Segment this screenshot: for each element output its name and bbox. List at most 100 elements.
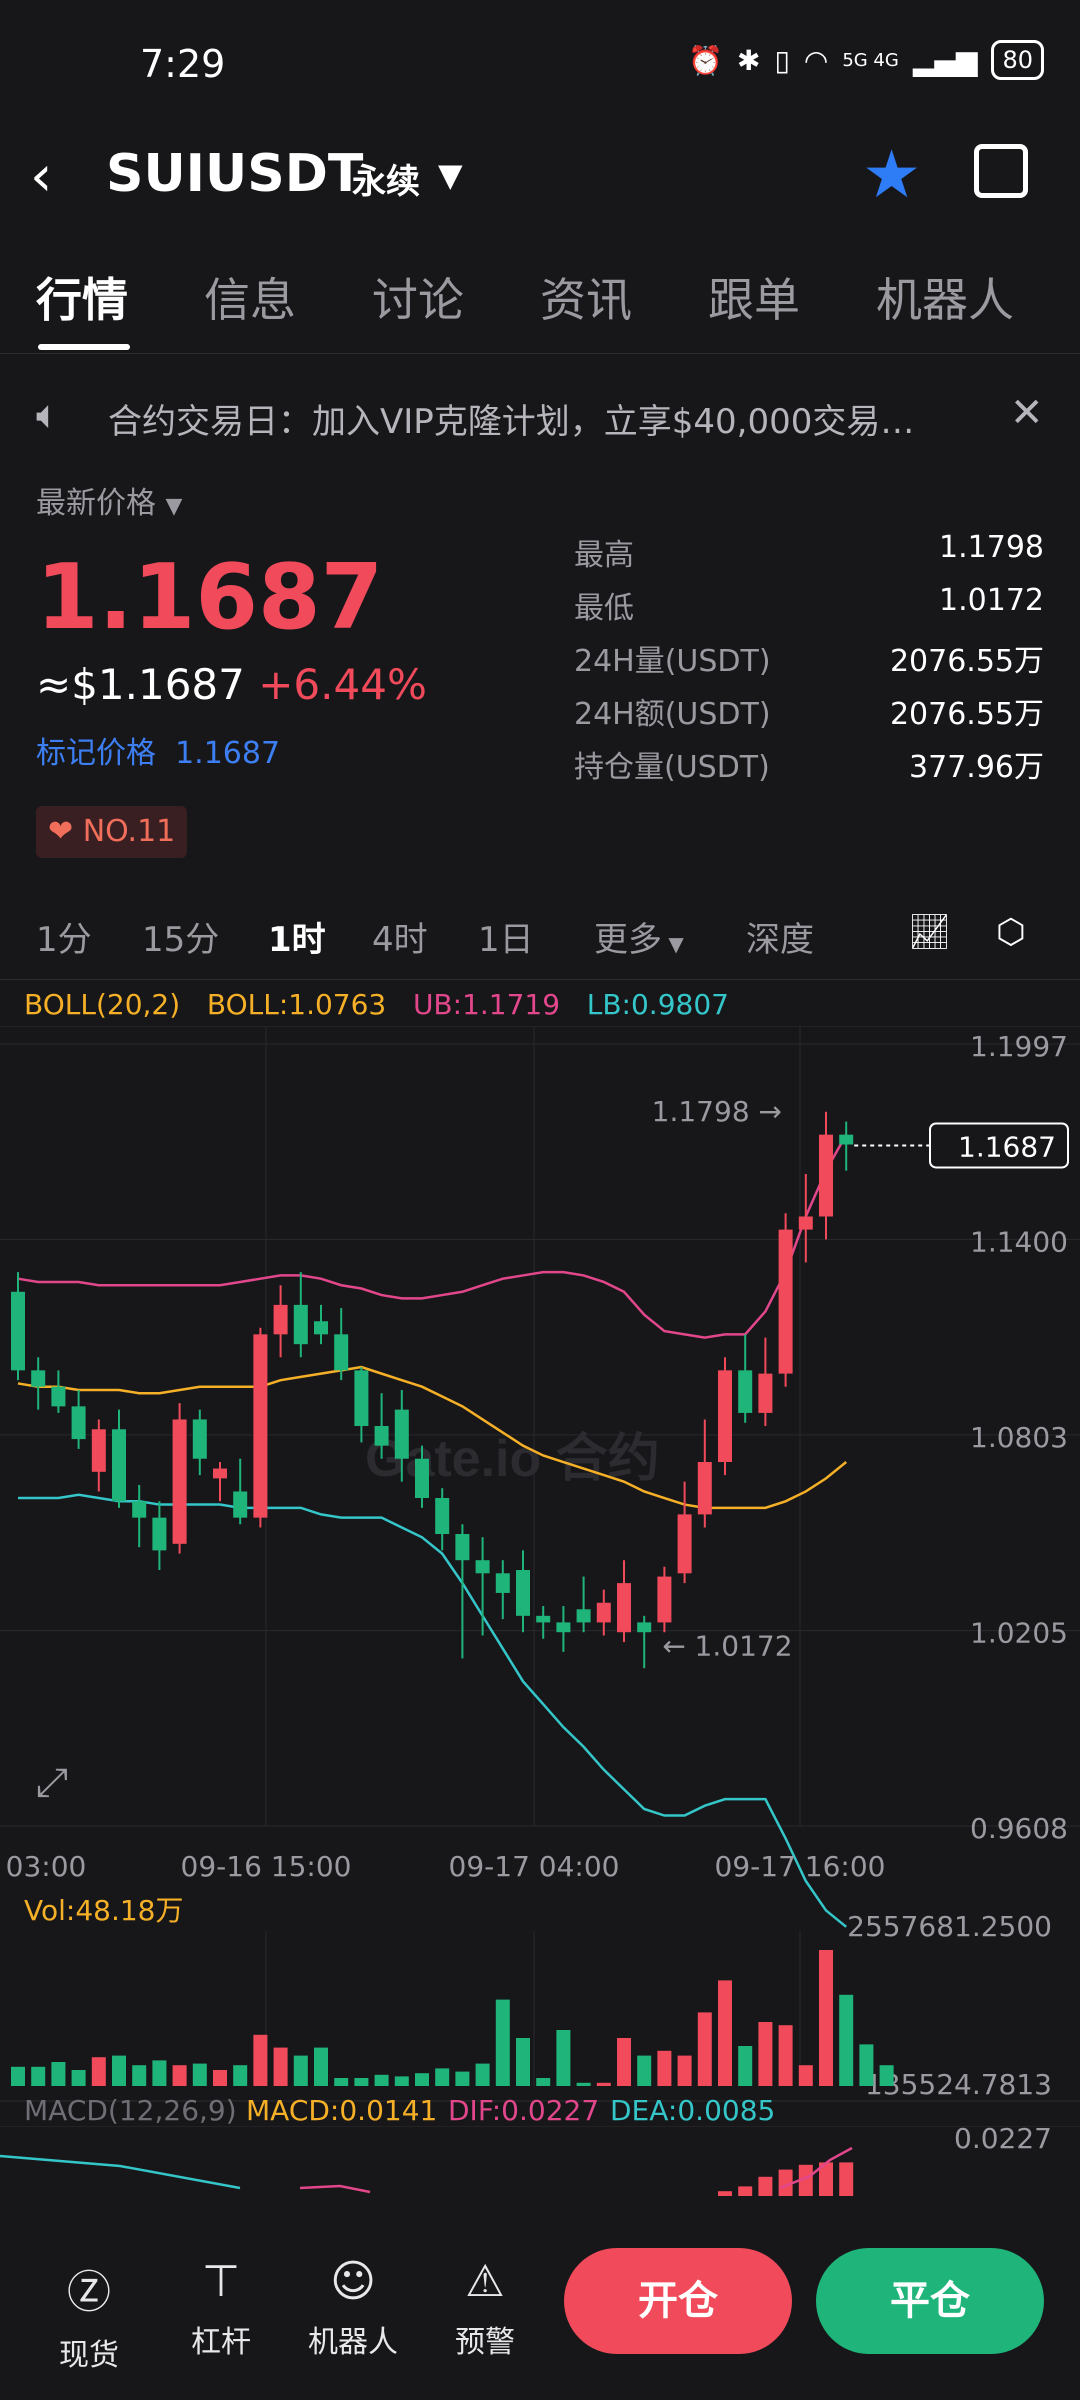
tf-1h[interactable]: 1时	[268, 920, 326, 960]
candle-body	[738, 1370, 753, 1413]
active-tab-indicator	[38, 344, 130, 350]
volume-min: 135524.7813	[865, 2068, 1052, 2101]
candle-body	[495, 1573, 510, 1593]
nav-alert[interactable]: ⚠ 预警	[430, 2256, 540, 2361]
candle-body	[31, 1370, 46, 1387]
candle-body	[758, 1373, 773, 1413]
volume-bar	[253, 2034, 268, 2086]
stats-panel: 最高 1.1798 最低 1.0172 24H量(USDT) 2076.55万 24H…	[574, 530, 1044, 795]
top-tabs: 行情 信息 讨论 资讯 跟单 机器人	[0, 240, 1080, 354]
candle-body	[718, 1370, 732, 1463]
candle-body	[11, 1291, 25, 1371]
macd-axis-label: 0.0227	[954, 2126, 1052, 2155]
boll-ub: UB:1.1719	[412, 988, 561, 1021]
tf-depth[interactable]: 深度	[746, 920, 814, 960]
x-tick-label: 09-17 16:00	[715, 1850, 886, 1883]
favorite-star-icon[interactable]: ★	[862, 136, 922, 213]
chevron-down-icon[interactable]: ▼	[438, 156, 463, 194]
dea-line	[0, 2154, 241, 2190]
volume-bar	[738, 2046, 753, 2086]
share-icon[interactable]	[974, 144, 1028, 198]
volume-bar	[455, 2071, 470, 2086]
candle-body	[819, 1134, 833, 1217]
chevron-down-icon: ▼	[165, 494, 183, 519]
candlestick-chart-area[interactable]: Gate.io 合约 1.1997 1.1400 1.0803 1.0205 0.9608…	[0, 1025, 1080, 2127]
signal-icon: ▂▄▆	[912, 43, 978, 77]
leverage-icon: ⊤	[201, 2256, 241, 2307]
tf-1d[interactable]: 1日	[478, 920, 534, 960]
close-position-button[interactable]: 平仓	[816, 2248, 1044, 2354]
pair-symbol[interactable]: SUIUSDT	[106, 144, 364, 204]
volume-bar	[798, 2065, 813, 2086]
mark-price-line[interactable]: 标记价格 1.1687	[36, 728, 280, 772]
boll-name: BOLL(20,2)	[24, 988, 181, 1021]
dif-line-left	[299, 2184, 371, 2194]
latest-price-selector[interactable]: 最新价格 ▼	[36, 478, 182, 522]
candle-body	[677, 1514, 692, 1574]
x-tick-label: 09-16 15:00	[181, 1850, 352, 1883]
macd-name: MACD(12,26,9)	[24, 2094, 237, 2126]
contract-type[interactable]: 永续	[352, 162, 420, 202]
candle-body	[394, 1409, 409, 1459]
network-label: 5G 4G	[842, 49, 899, 71]
nav-spot[interactable]: Ⓩ 现货	[34, 2256, 144, 2374]
tab-discuss[interactable]: 讨论	[372, 273, 464, 327]
tab-news[interactable]: 资讯	[540, 273, 632, 327]
current-price-tag: 1.1687	[958, 1130, 1056, 1163]
low-annotation: ← 1.0172	[662, 1629, 792, 1662]
tf-more-label: 更多	[594, 920, 662, 960]
volume-bar	[859, 2044, 874, 2086]
rank-badge[interactable]: ❤ NO.11	[36, 806, 188, 858]
macd-dif: DIF:0.0227	[448, 2094, 599, 2126]
volume-bar	[819, 1950, 833, 2086]
chevron-down-icon: ▼	[662, 932, 684, 956]
candle-body	[657, 1576, 672, 1623]
high-annotation: 1.1798 →	[652, 1095, 782, 1128]
heart-icon: ❤	[48, 814, 74, 849]
volume-bar	[31, 2066, 46, 2086]
settings-hexagon-icon[interactable]: ⬡	[996, 912, 1026, 952]
mark-price-label: 标记价格	[36, 736, 156, 771]
tab-copy-trade[interactable]: 跟单	[708, 273, 800, 327]
open-position-button[interactable]: 开仓	[564, 2248, 792, 2354]
boll-mid: BOLL:1.0763	[206, 988, 387, 1021]
y-tick-label: 1.1997	[970, 1030, 1068, 1063]
stat-value: 2076.55万	[889, 697, 1044, 732]
tf-1m[interactable]: 1分	[36, 920, 92, 960]
stat-high: 最高 1.1798	[574, 530, 1044, 583]
candle-body	[192, 1419, 207, 1459]
tab-info[interactable]: 信息	[204, 273, 296, 327]
candle-body	[435, 1498, 450, 1535]
candle-body	[556, 1622, 571, 1633]
candle-body	[293, 1304, 308, 1345]
candle-body	[596, 1602, 611, 1623]
volume-bar	[374, 2074, 389, 2086]
volume-bar	[233, 2065, 248, 2086]
announcement-bar[interactable]: 🔈︎ 合约交易日：加入VIP克隆计划，立享$40,000交易… ✕	[0, 380, 1080, 454]
indicator-chart-icon[interactable]: 📈︎	[908, 912, 952, 952]
volume-bar	[596, 2082, 611, 2086]
candlestick-chart[interactable]: Gate.io 合约1.19971.14001.08031.02050.9608…	[0, 1025, 1080, 2127]
tf-4h[interactable]: 4时	[372, 920, 428, 960]
candle-body	[415, 1458, 429, 1499]
candle-body	[778, 1229, 793, 1374]
volume-bar	[879, 2065, 894, 2086]
volume-bar	[677, 2055, 692, 2086]
announcement-text[interactable]: 合约交易日：加入VIP克隆计划，立享$40,000交易…	[108, 402, 915, 442]
tf-more[interactable]: 更多 ▼	[594, 912, 684, 961]
volume-bar	[778, 2025, 793, 2086]
stat-value: 1.1798	[939, 530, 1044, 565]
tab-market[interactable]: 行情	[36, 273, 128, 327]
nav-margin[interactable]: ⊤ 杠杆	[166, 2256, 276, 2361]
back-arrow-icon[interactable]: ‹	[30, 144, 53, 209]
close-icon[interactable]: ✕	[1010, 390, 1044, 436]
stat-label: 24H量(USDT)	[574, 644, 771, 679]
rank-text: NO.11	[82, 814, 176, 849]
volume-bar	[536, 2078, 551, 2086]
nav-bot[interactable]: ☺ 机器人	[298, 2256, 408, 2361]
tf-15m[interactable]: 15分	[142, 920, 220, 960]
stat-label: 最高	[574, 538, 634, 573]
volume-bar	[657, 2050, 672, 2086]
tab-bot[interactable]: 机器人	[876, 273, 1014, 327]
candle-body	[475, 1560, 490, 1574]
